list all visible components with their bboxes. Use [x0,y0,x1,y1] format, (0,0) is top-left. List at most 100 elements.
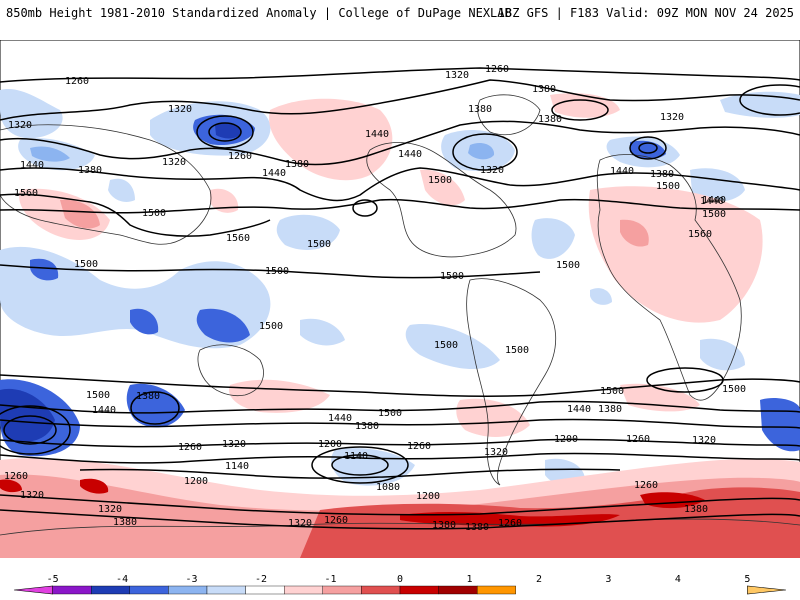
contour-label: 1320 [222,439,246,450]
colorbar-segment [438,585,478,595]
contour-label: 1440 [328,413,352,424]
contour-label: 1260 [228,151,252,162]
contour-label: 1500 [656,181,680,192]
contour-label: 1440 [702,195,726,206]
positive-anomaly-area [60,199,100,229]
positive-anomaly-area [400,512,620,527]
negative-anomaly-area [405,324,500,370]
contour-label: 1560 [226,233,250,244]
positive-anomaly-area [420,169,465,206]
negative-anomaly-area [276,214,340,250]
contour-label: 1500 [556,260,580,271]
contour-labels: 1260 1260 1320 1320 1320 1320 1320 1320 … [4,64,746,533]
colorbar-segment [747,585,787,595]
closed-low-contour [196,115,254,149]
positive-anomaly-area [620,219,649,247]
closed-low-contour [130,391,180,425]
contour-label: 1500 [259,321,283,332]
contour-label: 1380 [465,522,489,533]
header: 850mb Height 1981-2010 Standardized Anom… [0,0,800,28]
contour-label: 1500 [505,345,529,356]
colorbar-tick-label: -4 [116,574,128,585]
colorbar-segment [13,585,53,595]
colorbar-segment [322,585,362,595]
antarctica-outline [0,518,800,536]
colorbar-segment [245,585,285,595]
closed-low-contour [629,136,667,160]
contour-label: 1500 [74,259,98,270]
colorbar-segment [129,585,169,595]
contour-label: 1260 [178,442,202,453]
contour-label: 1320 [484,447,508,458]
closed-low-contour [208,122,242,142]
contour-label: 1560 [688,229,712,240]
contour-1440-south [0,400,800,414]
colorbar-tick-label: 1 [466,574,472,585]
negative-anomaly-area [30,258,59,281]
contour-label: 1500 [600,386,624,397]
negative-anomaly-area [108,178,135,202]
contour-label: 1260 [634,480,658,491]
negative-anomaly-area [215,122,242,139]
contour-label: 1260 [498,518,522,529]
map-title: 850mb Height 1981-2010 Standardized Anom… [6,6,512,20]
negative-anomaly-area [590,288,612,305]
contour-label: 1260 [626,434,650,445]
south-america-outline [466,278,557,486]
contour-label: 1200 [318,439,342,450]
contour-label: 1440 [700,196,724,207]
contour-label: 1320 [288,518,312,529]
contour-label: 1260 [407,441,431,452]
anomaly-shading [0,89,800,558]
contour-1320-polar [0,509,800,530]
contour-label: 1320 [98,504,122,515]
closed-low-contour [331,454,389,476]
contour-label: 1260 [485,64,509,75]
contour-label: 1320 [692,435,716,446]
colorbar-tick-label: 5 [744,574,750,585]
colorbar-tick-label: -1 [324,574,336,585]
contour-label: 1380 [532,84,556,95]
colorbar-segment [361,585,401,595]
contour-label: 1500 [440,271,464,282]
colorbar-segment [284,585,324,595]
contour-label: 1320 [162,157,186,168]
australia-outline [197,344,264,397]
positive-anomaly-area [269,98,393,181]
colorbar-segment [399,585,439,595]
contour-1440-north [0,167,800,202]
positive-anomaly-area [588,186,763,323]
colorbar-segment [90,585,130,595]
contour-label: 1380 [136,391,160,402]
colorbar-tick-label: -2 [255,574,267,585]
closed-low-contour [3,415,57,445]
contour-1560-north [0,193,271,237]
contour-label: 1500 [428,175,452,186]
positive-anomaly-area [0,479,22,493]
contour-1380-north [0,120,800,166]
closed-low-contour [452,133,518,171]
positive-anomaly-area [456,398,530,437]
contour-label: 1500 [702,209,726,220]
negative-anomaly-area [0,89,63,139]
contour-1320-north [0,79,800,121]
contour-label: 1380 [78,165,102,176]
closed-low-contour [739,84,800,116]
contour-label: 1380 [468,104,492,115]
contour-label: 1440 [567,404,591,415]
contour-label: 1440 [398,149,422,160]
height-contours [0,67,800,530]
contour-label: 1380 [538,114,562,125]
contour-label: 1500 [142,208,166,219]
contour-label: 1320 [660,112,684,123]
greenland-outline [477,94,541,136]
contour-label: 1200 [184,476,208,487]
contour-label: 1320 [8,120,32,131]
contour-label: 1200 [416,491,440,502]
closed-high-contour [646,367,724,393]
colorbar-tick-label: 4 [675,574,681,585]
positive-anomaly-area [80,478,109,494]
closed-low-contour [311,446,409,484]
negative-anomaly-area [300,318,345,346]
colorbar-tick-label: 2 [536,574,542,585]
